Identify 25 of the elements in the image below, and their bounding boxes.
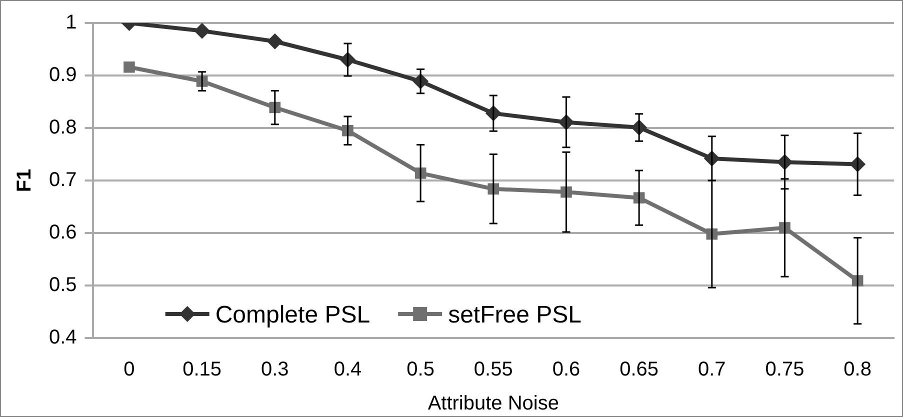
y-tick-label: 0.7 xyxy=(48,169,77,192)
x-tick-label: 0.15 xyxy=(182,358,222,381)
point xyxy=(124,61,135,73)
y-tick-label: 0.4 xyxy=(48,326,77,349)
y-tick-label: 0.6 xyxy=(48,222,77,244)
legend-label: Complete PSL xyxy=(215,302,370,329)
x-tick-label: 0 xyxy=(124,358,135,381)
x-axis-title: Attribute Noise xyxy=(428,392,559,415)
x-tick-label: 0.5 xyxy=(406,358,434,381)
x-tick-label: 0.4 xyxy=(334,358,362,381)
x-tick-label: 0.6 xyxy=(552,358,580,381)
legend-label: setFree PSL xyxy=(448,302,582,329)
x-tick-label: 0.75 xyxy=(765,358,804,381)
point xyxy=(266,33,283,50)
point xyxy=(194,23,210,39)
x-tick-label: 0.3 xyxy=(260,358,289,381)
y-tick-label: 0.9 xyxy=(48,64,77,86)
x-tick-label: 0.65 xyxy=(620,358,659,381)
x-tick-label: 0.7 xyxy=(698,358,726,381)
y-tick-label: 1 xyxy=(66,12,77,34)
y-tick-label: 0.5 xyxy=(48,274,77,296)
y-tick-label: 0.8 xyxy=(48,116,77,139)
x-tick-label: 0.55 xyxy=(474,358,513,381)
x-tick-label: 0.8 xyxy=(844,358,872,381)
y-axis-title: F1 xyxy=(14,168,36,192)
